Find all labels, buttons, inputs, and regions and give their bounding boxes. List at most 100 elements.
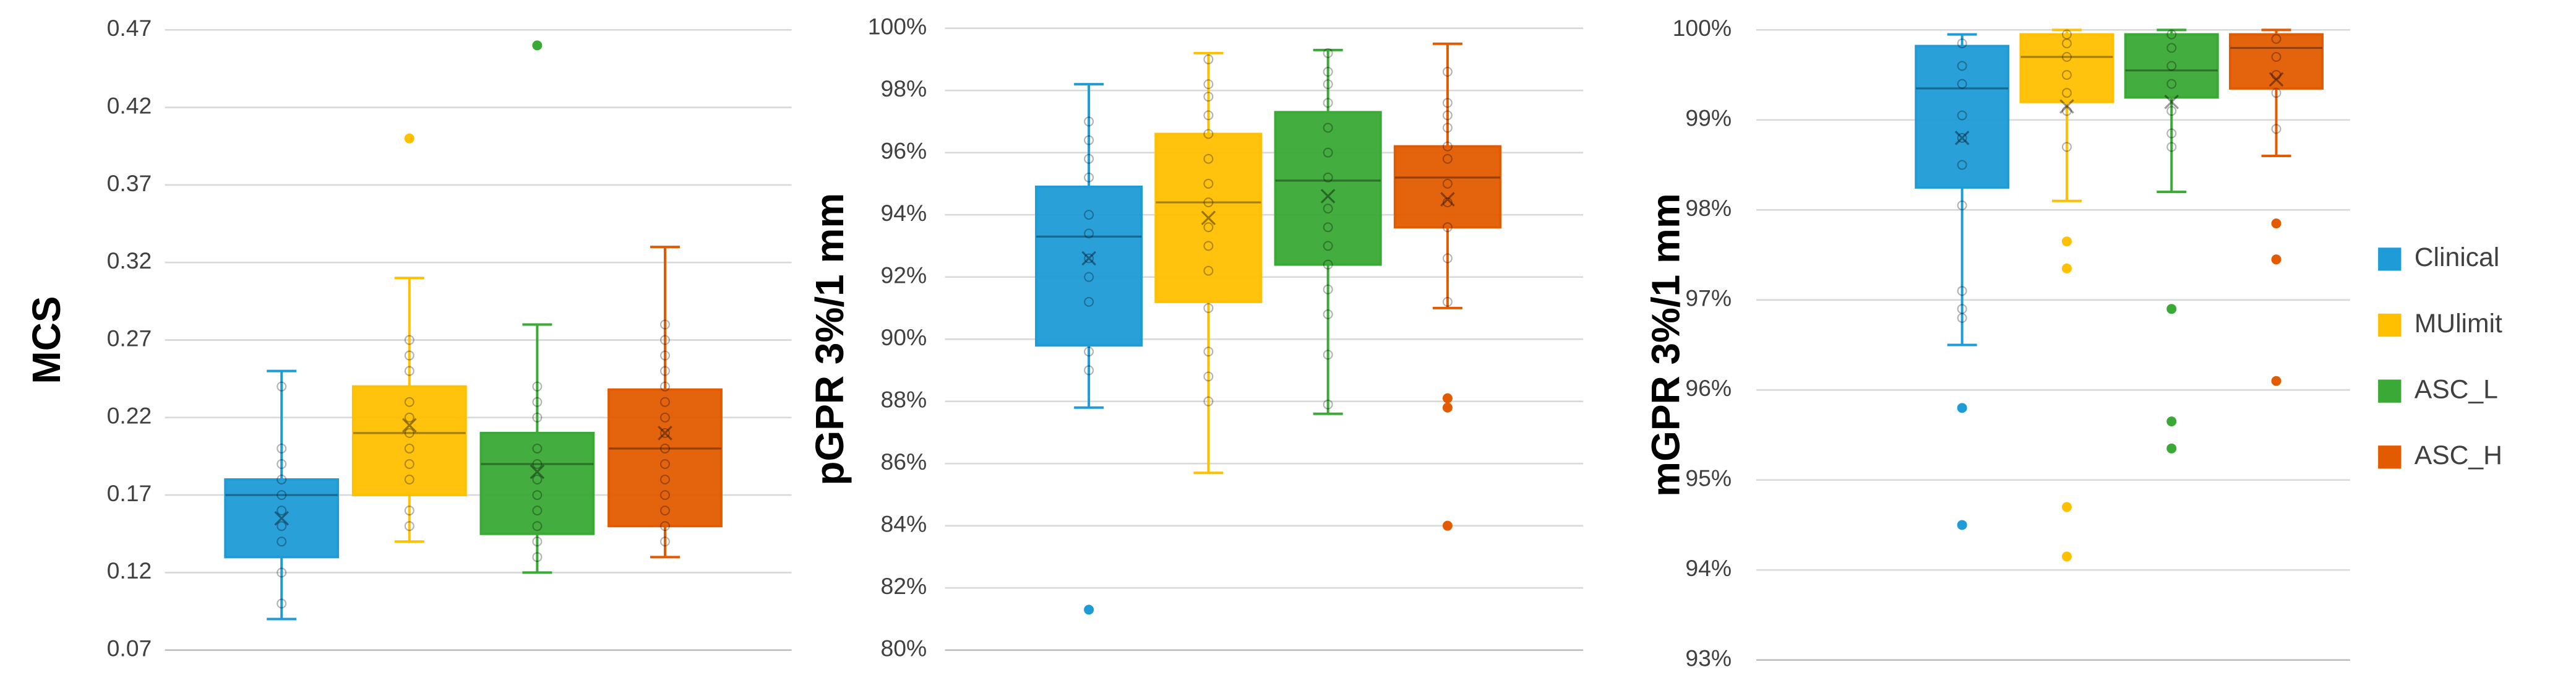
data-point <box>1442 110 1453 121</box>
box-group: MUlimit <box>351 133 467 543</box>
y-tick-label: 86% <box>880 449 927 475</box>
box-group: ASC_L <box>479 40 595 574</box>
mean-marker <box>1440 192 1455 207</box>
data-point <box>2166 79 2177 89</box>
data-point <box>277 475 287 485</box>
data-point <box>1442 67 1453 77</box>
mean-marker <box>530 464 545 480</box>
data-point <box>1323 309 1333 319</box>
data-point <box>532 412 543 423</box>
data-point <box>2166 128 2177 139</box>
box <box>479 431 595 535</box>
y-tick-label: 94% <box>880 200 927 226</box>
data-point <box>1957 132 1967 143</box>
data-point <box>1203 110 1214 121</box>
data-point <box>404 458 414 469</box>
data-point <box>659 428 670 438</box>
data-point <box>1323 284 1333 295</box>
data-point <box>532 458 543 469</box>
y-tick-label: 96% <box>880 138 927 164</box>
data-point <box>277 536 287 547</box>
data-point <box>1323 123 1333 133</box>
outlier <box>2271 218 2282 229</box>
data-point <box>277 381 287 392</box>
data-point <box>277 521 287 532</box>
outlier <box>2061 502 2072 512</box>
data-point <box>1957 61 1967 71</box>
data-point <box>1442 153 1453 164</box>
data-point <box>1203 178 1214 189</box>
y-axis-title: mGPR 3%/1 mm <box>1644 193 1688 497</box>
y-tick-label: 0.27 <box>107 325 152 351</box>
outlier <box>1957 403 1967 413</box>
data-point <box>2061 70 2072 80</box>
y-tick-label: 0.12 <box>107 557 152 583</box>
legend-label: MUlimit <box>2415 309 2502 338</box>
data-point <box>1203 197 1214 208</box>
data-point <box>1084 365 1094 376</box>
data-point <box>2061 29 2072 40</box>
box-group: ASC_H <box>608 246 723 559</box>
data-point <box>2166 106 2177 116</box>
y-tick-label: 0.42 <box>107 92 152 118</box>
data-point <box>659 536 670 547</box>
data-point <box>532 506 543 516</box>
data-point <box>1957 286 1967 296</box>
y-tick-label: 0.17 <box>107 480 152 506</box>
data-point <box>404 350 414 361</box>
data-point <box>1323 147 1333 158</box>
box-group: Clinical <box>224 369 340 621</box>
data-point <box>1203 241 1214 251</box>
data-point <box>532 552 543 562</box>
data-point <box>1203 222 1214 233</box>
data-point <box>1442 123 1453 133</box>
box-group: Clinical <box>1915 33 2010 530</box>
y-tick-label: 92% <box>880 262 927 288</box>
data-point <box>532 475 543 485</box>
outlier <box>2061 263 2072 273</box>
data-point <box>1084 228 1094 239</box>
data-point <box>659 475 670 485</box>
y-tick-label: 0.07 <box>107 635 152 661</box>
data-point <box>532 443 543 454</box>
data-point <box>2061 51 2072 62</box>
data-point <box>1323 172 1333 183</box>
y-tick-label: 95% <box>1685 465 1732 491</box>
y-axis-title: MCS <box>24 296 69 384</box>
data-point <box>2271 51 2282 62</box>
outlier <box>1442 402 1453 413</box>
outlier <box>404 133 414 144</box>
data-point <box>1442 141 1453 152</box>
data-point <box>404 521 414 532</box>
outlier <box>1442 393 1453 403</box>
data-point <box>659 381 670 392</box>
mean-marker <box>2164 94 2179 110</box>
data-point <box>2061 88 2072 98</box>
y-tick-label: 0.32 <box>107 247 152 273</box>
data-point <box>277 490 287 501</box>
mean-marker <box>1201 210 1216 225</box>
data-point <box>1084 296 1094 307</box>
y-tick-label: 99% <box>1685 105 1732 131</box>
data-point <box>1323 48 1333 58</box>
data-point <box>532 521 543 532</box>
data-point <box>404 443 414 454</box>
data-point <box>2166 29 2177 40</box>
data-point <box>1203 346 1214 357</box>
data-point <box>1084 153 1094 164</box>
y-tick-label: 0.37 <box>107 170 152 196</box>
data-point <box>1203 79 1214 90</box>
data-point <box>404 412 414 423</box>
box-group: ASC_H <box>2229 28 2324 386</box>
y-tick-label: 98% <box>1685 195 1732 221</box>
outlier <box>2271 254 2282 265</box>
data-point <box>1442 98 1453 108</box>
data-point <box>2166 43 2177 53</box>
data-point <box>1084 172 1094 183</box>
data-point <box>1084 135 1094 145</box>
data-point <box>404 428 414 438</box>
data-point <box>1442 296 1453 307</box>
y-axis-title: pGPR 3%/1 mm <box>807 193 852 486</box>
outlier <box>532 40 543 51</box>
data-point <box>404 366 414 376</box>
